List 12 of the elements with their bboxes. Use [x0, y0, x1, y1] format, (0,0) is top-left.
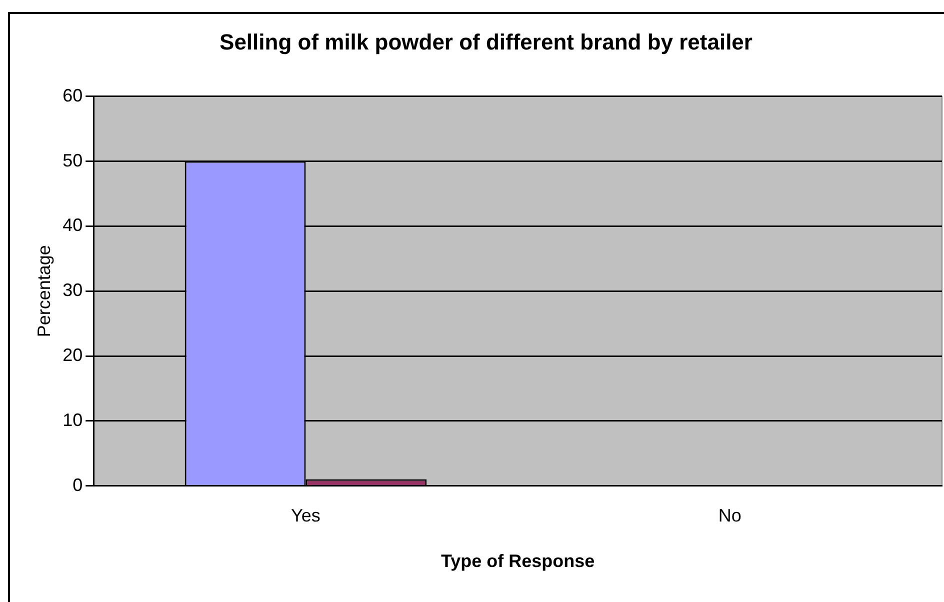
- x-tick-label: No: [718, 506, 742, 526]
- y-tick-label: 20: [62, 344, 83, 365]
- x-tick-label: Yes: [291, 506, 320, 526]
- y-tick-label: 0: [72, 474, 83, 495]
- chart-title: Selling of milk powder of different brand by retailer: [220, 29, 753, 54]
- y-tick-label: 50: [62, 150, 83, 170]
- y-tick-label: 10: [62, 410, 83, 430]
- y-tick-label: 40: [62, 215, 83, 236]
- y-tick-label: 60: [62, 85, 83, 106]
- y-axis-title: Percentage: [34, 245, 54, 338]
- y-tick-label: 30: [62, 280, 83, 300]
- x-axis-title: Type of Response: [440, 551, 595, 572]
